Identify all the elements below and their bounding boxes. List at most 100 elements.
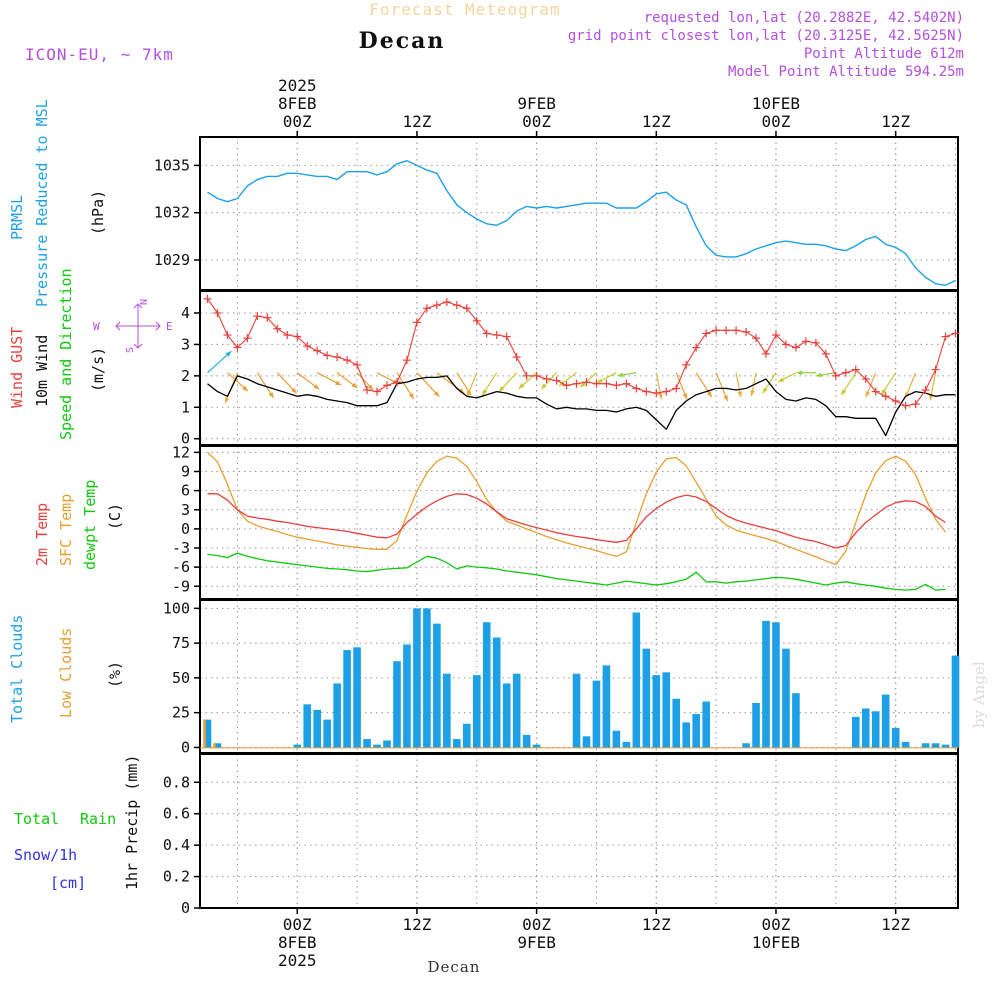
total-cloud-bar [462, 723, 471, 748]
precip-rain-label: Rain [80, 810, 116, 828]
time-label-bottom: 12Z [402, 915, 431, 934]
wind-arrow-head [580, 381, 586, 388]
total-cloud-bar [213, 743, 222, 748]
low-cloud-bar [203, 719, 206, 748]
gridpoint-coords: grid point closest lon,lat (20.3125E, 42… [568, 28, 964, 44]
time-label-top: 12Z [642, 112, 671, 131]
total-cloud-bar [512, 673, 521, 748]
temp-sfc-label: SFC Temp [57, 494, 75, 566]
y-tick-label: 1 [181, 398, 190, 416]
total-cloud-bar [692, 714, 700, 748]
y-tick-label: 1035 [154, 156, 190, 174]
y-tick-label: 0.8 [163, 773, 190, 791]
wind-arrow-head [313, 384, 320, 390]
requested-coords: requested lon,lat (20.2882E, 42.5402N) [644, 10, 964, 26]
time-label-top: 12Z [402, 112, 431, 131]
wind-arrow-head [242, 385, 248, 391]
low-cloud-bar [213, 743, 216, 748]
total-cloud-bar [393, 661, 401, 748]
total-cloud-bar [353, 647, 361, 748]
total-cloud-bar [742, 743, 750, 748]
total-cloud-bar [453, 739, 461, 748]
wind-gust-line [207, 298, 956, 407]
wind-arrow-head [518, 383, 525, 389]
total-cloud-bar [951, 655, 960, 748]
total-cloud-bar [642, 648, 651, 748]
temp-2m-line [207, 493, 946, 549]
wind-arrow-head [750, 390, 755, 397]
total-cloud-bar [472, 675, 481, 748]
time-label-bottom: 2025 [278, 951, 317, 970]
total-cloud-bar [652, 675, 661, 748]
total-clouds-label: Total Clouds [8, 615, 26, 723]
time-label-bottom: 10FEB [752, 933, 800, 952]
chart-series [200, 159, 960, 749]
y-tick-labels: 10351032102943210129630-3-6-910075502500… [154, 156, 190, 917]
wind-arrow-head [762, 387, 768, 394]
compass-n: N [137, 299, 148, 305]
y-tick-label: -3 [172, 539, 190, 557]
total-cloud-bar [532, 744, 541, 748]
wind-arrow-head [865, 391, 871, 398]
wind-arrow-head [225, 397, 230, 404]
panel-frame-precip [199, 753, 959, 909]
low-clouds-label: Low Clouds [57, 628, 75, 718]
total-cloud-bar [502, 683, 511, 748]
y-tick-label: 50 [172, 669, 190, 687]
wind-gust-label: Wind GUST [8, 327, 26, 408]
time-label-bottom: 00Z [283, 915, 312, 934]
pressure-unit: (hPa) [89, 190, 107, 235]
total-cloud-bar [851, 716, 860, 748]
y-tick-label: 1029 [154, 251, 190, 269]
time-label-top: 10FEB [752, 94, 800, 113]
time-label-top: 00Z [762, 112, 791, 131]
y-tick-label: 12 [172, 443, 190, 461]
total-cloud-bar [782, 648, 790, 748]
total-cloud-bar [931, 743, 940, 748]
y-tick-label: 0.6 [163, 805, 190, 823]
precip-cm-label: [cm] [50, 874, 86, 892]
total-cloud-bar [403, 644, 411, 748]
y-tick-label: 1032 [154, 204, 190, 222]
clouds-unit: (%) [106, 661, 124, 688]
time-label-top: 00Z [283, 112, 312, 131]
time-label-top: 9FEB [517, 94, 556, 113]
total-cloud-bar [423, 608, 431, 748]
wind-arrow-head [706, 391, 712, 397]
wind-arrow-head [928, 394, 934, 401]
wind-arrow-head [815, 372, 822, 378]
total-cloud-bar [682, 722, 691, 748]
total-cloud-bar [881, 694, 890, 748]
total-cloud-bar [373, 744, 381, 748]
cloud-bars [200, 608, 960, 749]
time-label-bottom: 12Z [881, 915, 910, 934]
wind-arrow-head [541, 383, 547, 390]
y-tick-label: 0 [181, 899, 190, 917]
total-cloud-bar [762, 620, 770, 748]
compass-w: W [93, 320, 100, 333]
total-cloud-bar [313, 709, 321, 748]
total-cloud-bar [672, 698, 681, 748]
total-cloud-bar [203, 719, 212, 748]
wind-arrow-head [723, 395, 728, 402]
temp-unit: (C) [106, 503, 124, 530]
time-label-bottom: 9FEB [517, 933, 556, 952]
y-tick-label: 0.4 [163, 836, 190, 854]
y-tick-label: 25 [172, 704, 190, 722]
total-cloud-bar [662, 672, 671, 748]
total-cloud-bar [443, 673, 451, 748]
wind-arrow-head [658, 393, 663, 400]
wind-arrow-head [225, 351, 232, 357]
total-cloud-bar [861, 708, 870, 748]
wind-arrow-head [482, 389, 488, 396]
y-tick-label: 6 [181, 482, 190, 500]
precip-snow-label: Snow/1h [14, 846, 77, 864]
total-cloud-bar [772, 622, 780, 748]
sfc-temp-line [207, 451, 947, 566]
total-cloud-bar [383, 740, 391, 748]
compass-e: E [166, 320, 173, 333]
total-cloud-bar [333, 683, 341, 748]
precip-total-label: Total [14, 810, 59, 828]
